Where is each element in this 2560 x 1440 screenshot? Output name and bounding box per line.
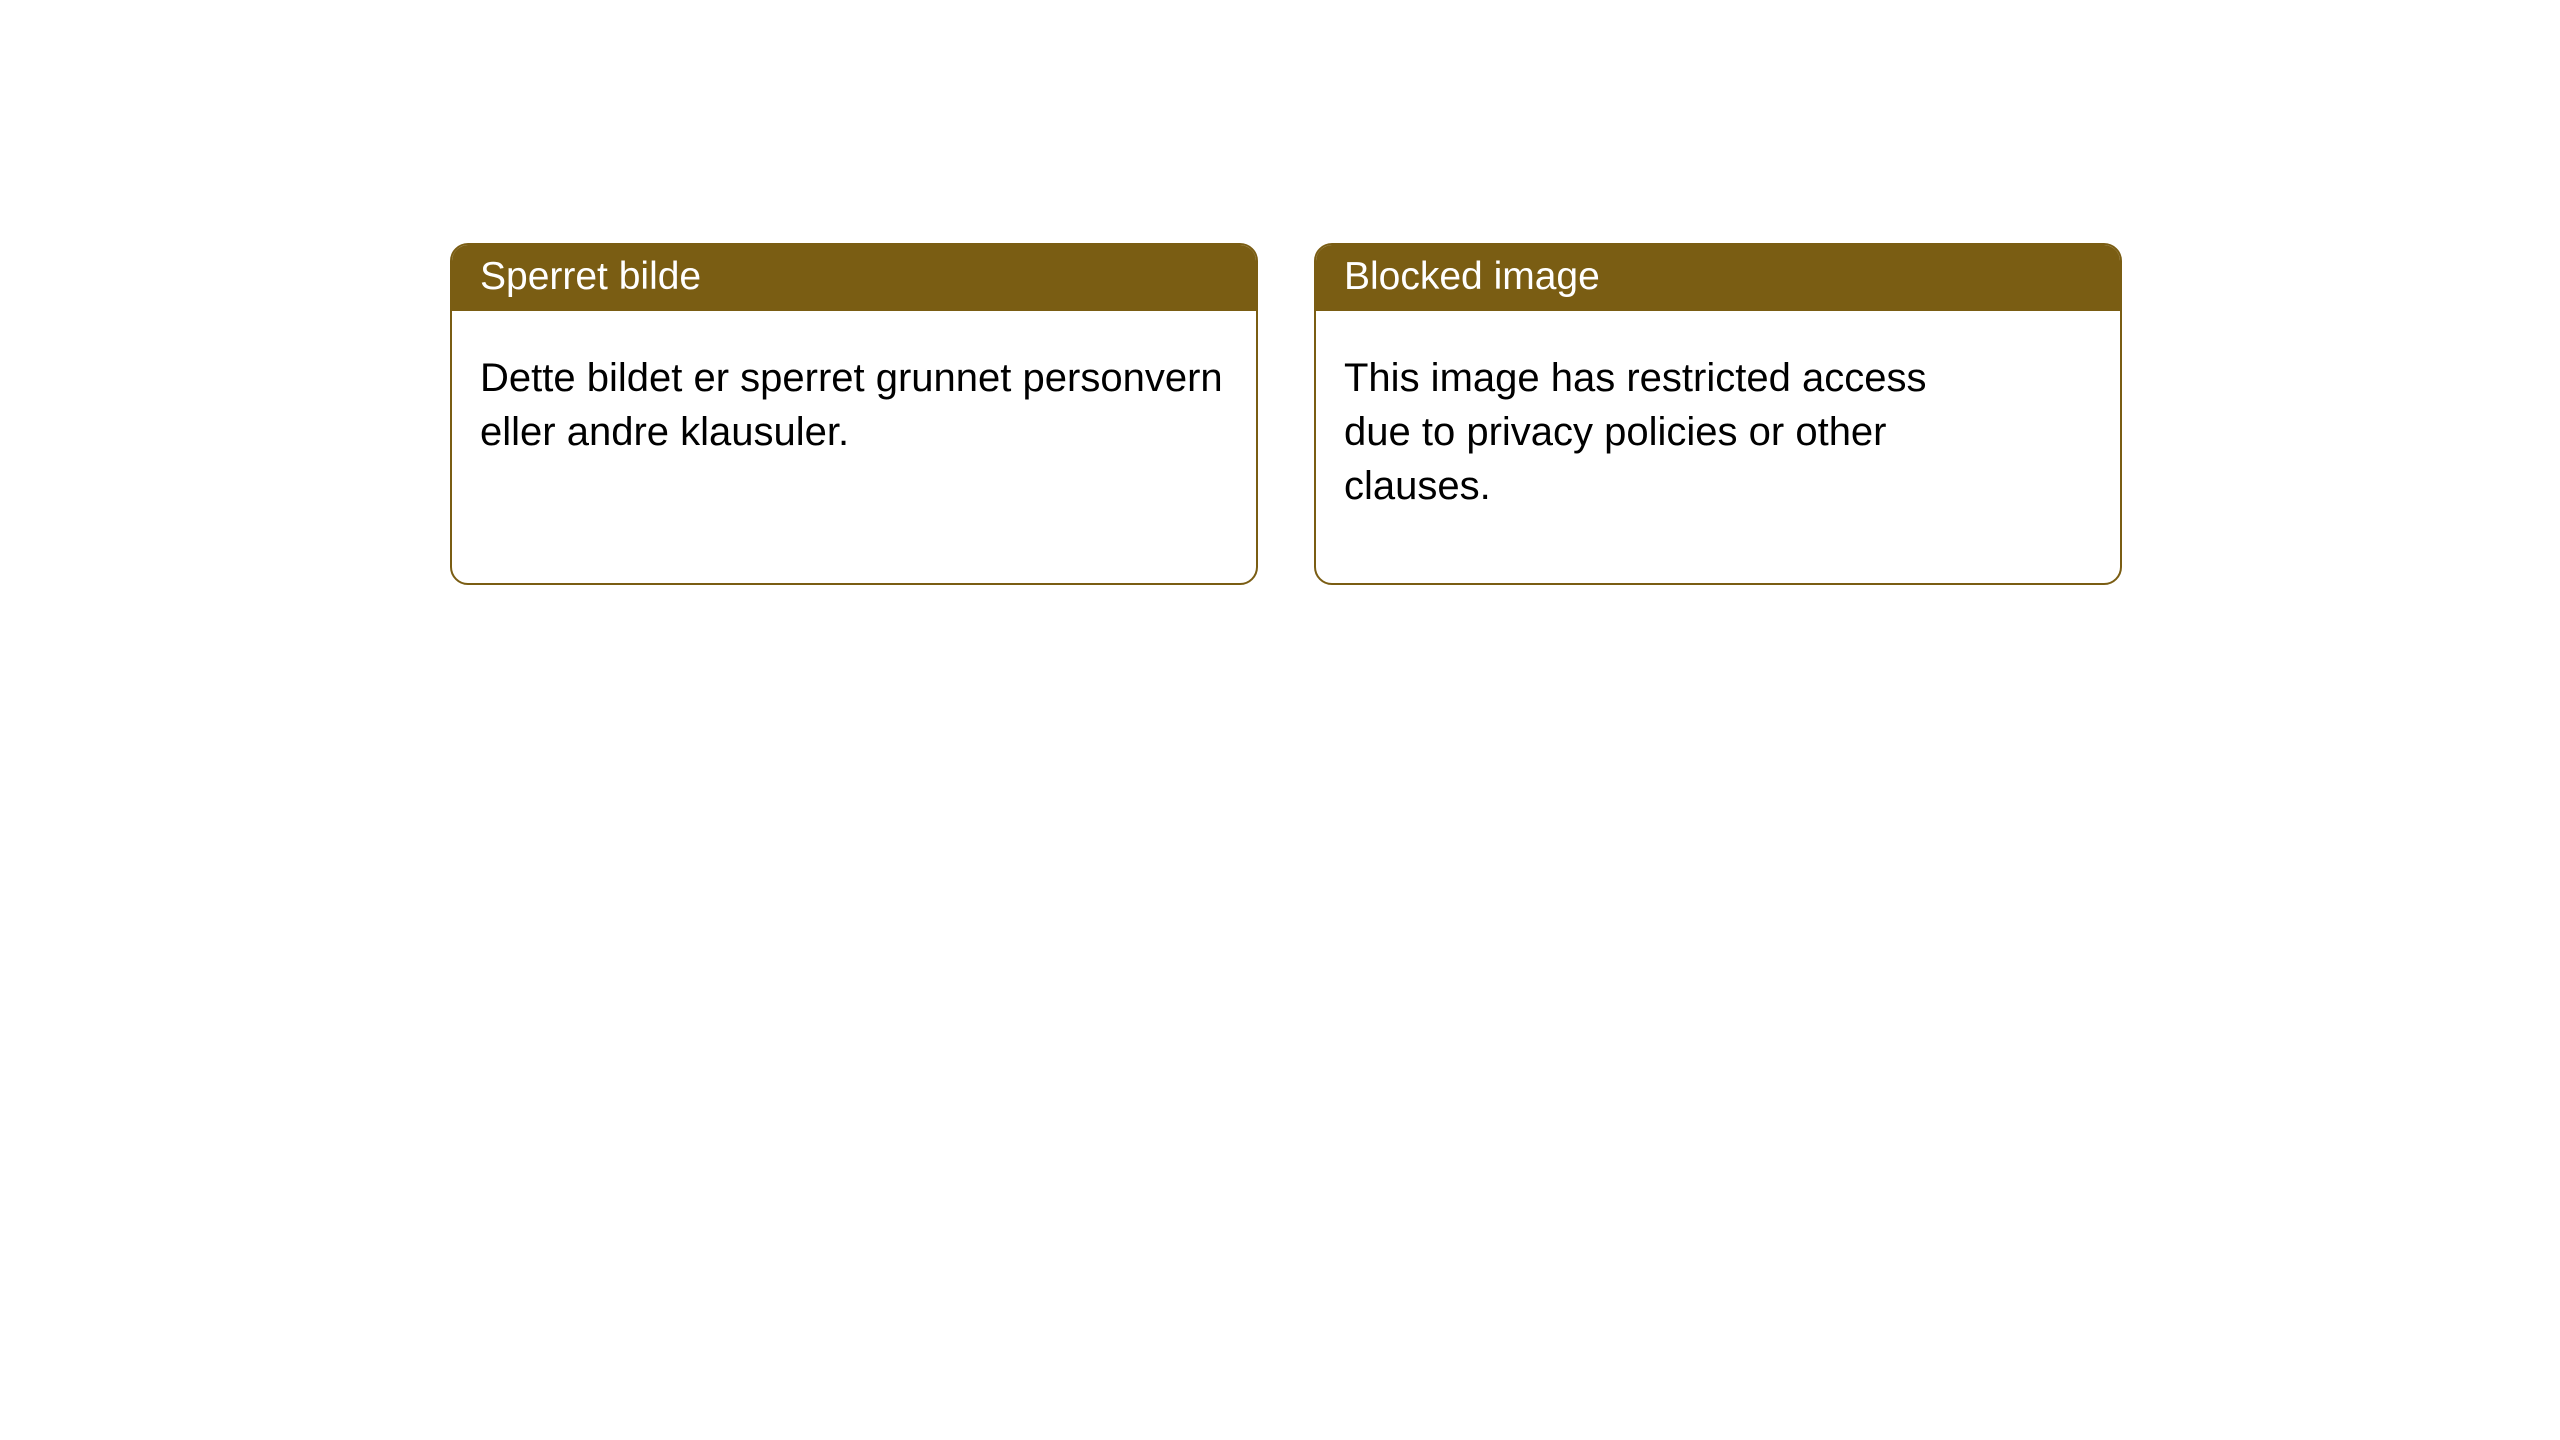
notice-card-title: Blocked image xyxy=(1316,245,2120,311)
notice-card-title: Sperret bilde xyxy=(452,245,1256,311)
notice-card-english: Blocked image This image has restricted … xyxy=(1314,243,2122,585)
notice-card-body: Dette bildet er sperret grunnet personve… xyxy=(452,311,1256,529)
notice-card-body: This image has restricted access due to … xyxy=(1316,311,2120,583)
notice-card-norwegian: Sperret bilde Dette bildet er sperret gr… xyxy=(450,243,1258,585)
notice-container: Sperret bilde Dette bildet er sperret gr… xyxy=(0,0,2560,585)
